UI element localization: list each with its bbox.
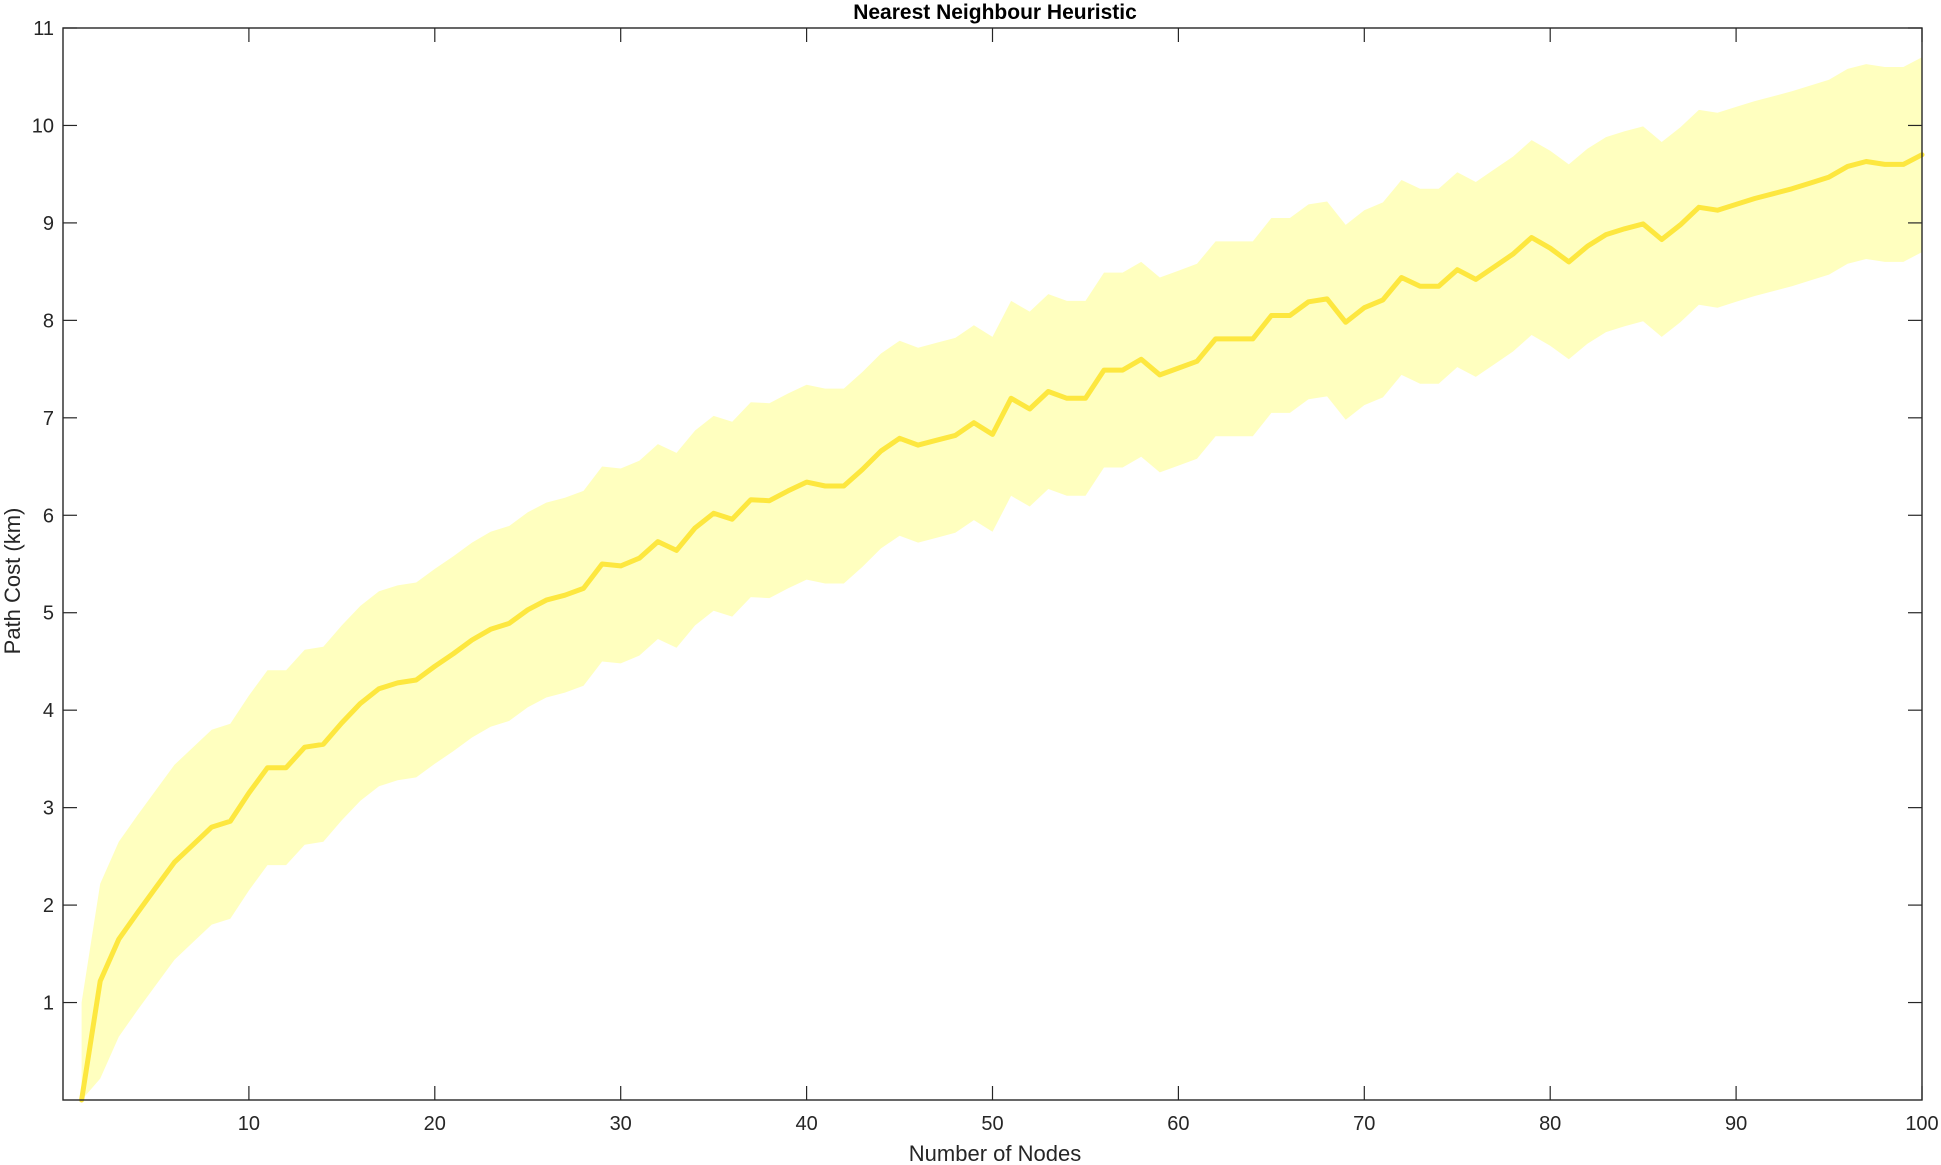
x-tick-label: 10 [238,1113,260,1135]
x-tick-label: 100 [1905,1113,1938,1135]
mean-cost-line [79,152,1925,1103]
y-tick-label: 9 [43,213,54,235]
x-tick-label: 30 [610,1113,632,1135]
x-tick-label: 90 [1725,1113,1747,1135]
x-tick-label: 60 [1167,1113,1189,1135]
y-tick-label: 11 [33,18,54,40]
y-axis-label: Path Cost (km) [0,508,25,655]
y-tick-label: 6 [43,505,54,527]
y-tick-label: 4 [43,700,54,722]
x-axis-label: Number of Nodes [909,1141,1081,1165]
std-band-area [81,57,1923,1101]
y-tick-label: 7 [43,408,54,430]
x-tick-label: 40 [795,1113,817,1135]
plot-area [79,57,1925,1103]
x-tick-label: 70 [1353,1113,1375,1135]
chart-title: Nearest Neighbour Heuristic [853,1,1137,24]
y-tick-label: 3 [43,798,54,820]
y-tick-label: 1 [43,993,54,1015]
x-axis: 10 20 30 40 50 60 70 80 90 100 [238,28,1939,1135]
x-tick-label: 50 [981,1113,1003,1135]
y-tick-label: 8 [43,310,54,332]
y-tick-label: 5 [43,603,54,625]
y-axis: 1 2 3 4 5 6 7 8 9 10 11 [32,18,1922,1015]
x-tick-label: 20 [424,1113,446,1135]
y-tick-label: 10 [32,115,54,137]
y-tick-label: 2 [43,895,54,917]
x-tick-label: 80 [1539,1113,1561,1135]
